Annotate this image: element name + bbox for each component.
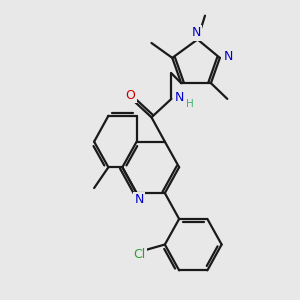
Text: Cl: Cl bbox=[133, 248, 145, 260]
Text: O: O bbox=[125, 89, 135, 102]
Text: H: H bbox=[186, 99, 194, 109]
Text: N: N bbox=[191, 26, 201, 39]
Text: N: N bbox=[134, 193, 144, 206]
Text: N: N bbox=[175, 91, 184, 104]
Text: N: N bbox=[224, 50, 233, 63]
